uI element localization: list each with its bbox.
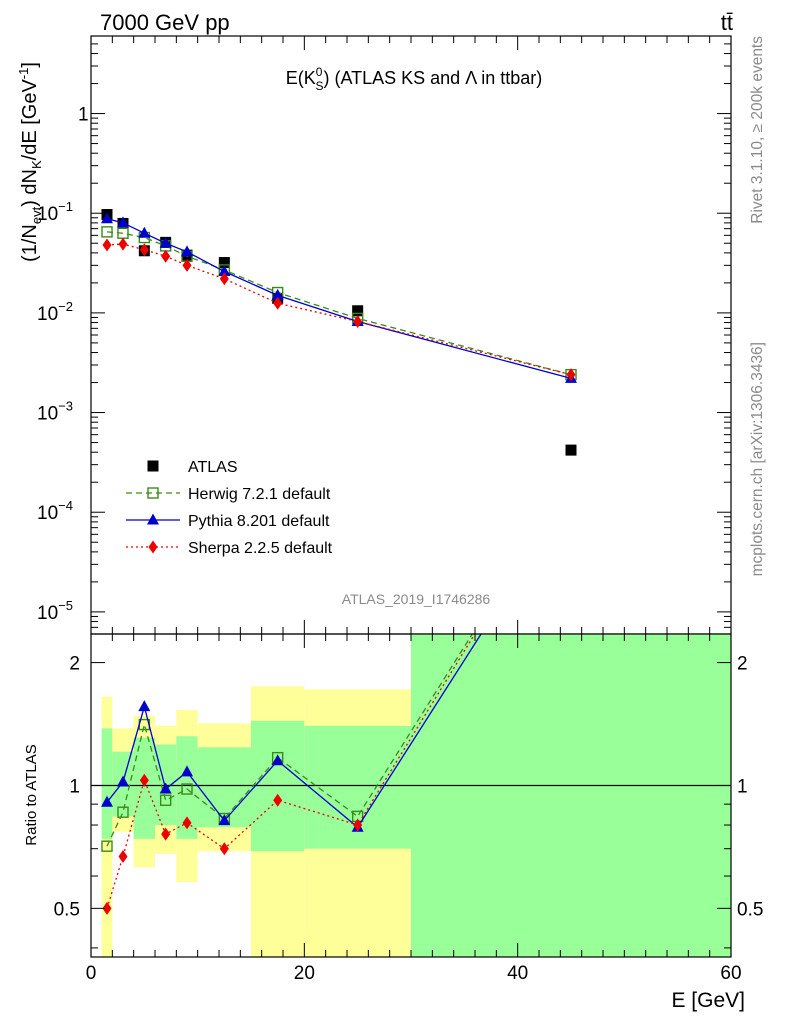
legend-atlas-marker bbox=[147, 460, 159, 472]
ratio-ytick-label: 2 bbox=[69, 654, 80, 675]
main-ytick-label: 1 bbox=[78, 105, 89, 126]
ylabel-part-b: evt bbox=[29, 206, 44, 224]
main-ytick-label: 10−5 bbox=[37, 598, 73, 624]
ratio-band-green bbox=[133, 737, 155, 839]
main-sherpa-point bbox=[353, 314, 363, 328]
ratio-herwig-point bbox=[159, 794, 172, 806]
main-sherpa-point bbox=[566, 368, 576, 382]
main-pythia-point bbox=[271, 288, 284, 300]
main-sherpa-point bbox=[182, 258, 192, 272]
rivet-version-label: Rivet 3.1.10, ≥ 200k events bbox=[749, 36, 766, 224]
main-atlas-point bbox=[565, 444, 577, 456]
legend-pythia-label: Pythia 8.201 default bbox=[188, 513, 330, 530]
ratio-ytick-label-right: 2 bbox=[737, 654, 748, 675]
ratio-pythia-point bbox=[271, 754, 284, 766]
main-atlas-point bbox=[218, 257, 230, 269]
legend-pythia-marker bbox=[147, 513, 159, 525]
process-label: tt̄ bbox=[721, 10, 733, 35]
ratio-sherpa-point bbox=[273, 793, 283, 807]
title-sup: 0 bbox=[316, 65, 323, 79]
main-sherpa-line bbox=[106, 243, 572, 376]
ratio-herwig-point bbox=[181, 783, 193, 795]
ylabel-part-e: /dE [GeV bbox=[19, 79, 41, 161]
ratio-band-green bbox=[101, 728, 113, 839]
ratio-pythia-point bbox=[159, 782, 172, 794]
main-pythia-point bbox=[117, 216, 129, 228]
ratio-pythia-point bbox=[181, 765, 193, 777]
ratio-herwig-point bbox=[117, 806, 129, 818]
ratio-band-green bbox=[176, 736, 198, 839]
ratio-ytick-label-right: 1 bbox=[737, 776, 748, 797]
ratio-ytick-label: 0.5 bbox=[54, 899, 80, 920]
plot-title: E(K0 S) (ATLAS KS and Λ in ttbar) bbox=[286, 65, 543, 93]
xtick-label: 0 bbox=[86, 963, 97, 984]
main-panel: 1 10−1 10−2 10−3 10−4 10−5 E(K0 S) (ATLAS KS a… bbox=[16, 35, 732, 635]
main-herwig-line bbox=[106, 231, 572, 376]
main-pythia-point bbox=[159, 236, 172, 248]
main-pythia-point bbox=[138, 226, 151, 238]
main-pythia-point bbox=[101, 212, 113, 224]
ratio-band-green bbox=[411, 634, 731, 957]
ylabel-part-a: (1/N bbox=[19, 224, 41, 262]
ratio-sherpa-point bbox=[118, 849, 128, 863]
main-ylabel: (1/Nevt) dNK/dE [GeV-1] bbox=[16, 62, 44, 262]
title-rest: ) (ATLAS KS and Λ in ttbar) bbox=[323, 68, 542, 88]
ratio-herwig-point bbox=[101, 840, 113, 852]
ratio-sherpa-point bbox=[182, 816, 192, 830]
main-pythia-point bbox=[181, 245, 193, 257]
title-sub: S bbox=[315, 79, 323, 93]
ratio-pythia-point bbox=[218, 814, 231, 826]
xtick-label: 20 bbox=[294, 963, 315, 984]
ylabel-part-d: K bbox=[29, 160, 44, 169]
ratio-pythia-point bbox=[117, 775, 129, 787]
ylabel-part-f: -1 bbox=[16, 68, 31, 80]
legend: ATLAS Herwig 7.2.1 default Pythia 8.201 de… bbox=[126, 459, 333, 557]
ratio-sherpa-point bbox=[219, 842, 229, 856]
ratio-ytick-label-right: 0.5 bbox=[737, 899, 763, 920]
main-sherpa-point bbox=[139, 243, 149, 257]
ratio-sherpa-point bbox=[353, 818, 363, 832]
main-pythia-point bbox=[218, 265, 231, 277]
xtick-label: 40 bbox=[507, 963, 528, 984]
mcplots-label: mcplots.cern.ch [arXiv:1306.3436] bbox=[749, 342, 766, 576]
xtick-label: 60 bbox=[720, 963, 741, 984]
main-ytick-label: 10−3 bbox=[37, 399, 73, 425]
legend-atlas-label: ATLAS bbox=[188, 459, 238, 476]
main-plot-frame bbox=[90, 35, 732, 635]
main-ytick-label: 10−1 bbox=[37, 199, 73, 225]
ylabel-part-g: ] bbox=[19, 62, 41, 68]
energy-label: 7000 GeV pp bbox=[100, 10, 230, 35]
legend-sherpa-marker bbox=[148, 540, 158, 554]
main-herwig-point bbox=[101, 226, 113, 238]
legend-herwig-label: Herwig 7.2.1 default bbox=[188, 486, 331, 503]
main-sherpa-point bbox=[219, 272, 229, 286]
main-atlas-point bbox=[352, 305, 364, 317]
ratio-ylabel: Ratio to ATLAS bbox=[23, 744, 40, 845]
legend-herwig-marker bbox=[147, 487, 159, 499]
main-sherpa-point bbox=[102, 238, 112, 252]
main-sherpa-point bbox=[273, 296, 283, 310]
legend-sherpa-label: Sherpa 2.2.5 default bbox=[188, 540, 333, 557]
ratio-herwig-line bbox=[106, 634, 474, 847]
ratio-ytick-label: 1 bbox=[69, 776, 80, 797]
main-ytick-label: 10−2 bbox=[37, 299, 73, 325]
ratio-sherpa-point bbox=[161, 827, 171, 841]
main-sherpa-point bbox=[118, 237, 128, 251]
title-main: E(K bbox=[286, 68, 316, 88]
ratio-pythia-point bbox=[138, 700, 151, 712]
ylabel-part-c: ) dN bbox=[19, 169, 41, 207]
xlabel: E [GeV] bbox=[671, 989, 745, 1012]
ratio-panel: 0.5 0.51 12 20 20 40 60 Ratio to ATLAS E [GeV] bbox=[23, 633, 763, 1012]
main-sherpa-point bbox=[161, 249, 171, 263]
main-ytick-label: 10−4 bbox=[37, 498, 73, 524]
ratio-pythia-point bbox=[101, 795, 113, 807]
ratio-sherpa-point bbox=[139, 773, 149, 787]
ratio-sherpa-point bbox=[102, 901, 112, 915]
main-pythia-line bbox=[106, 218, 572, 380]
analysis-id: ATLAS_2019_I1746286 bbox=[342, 591, 491, 607]
